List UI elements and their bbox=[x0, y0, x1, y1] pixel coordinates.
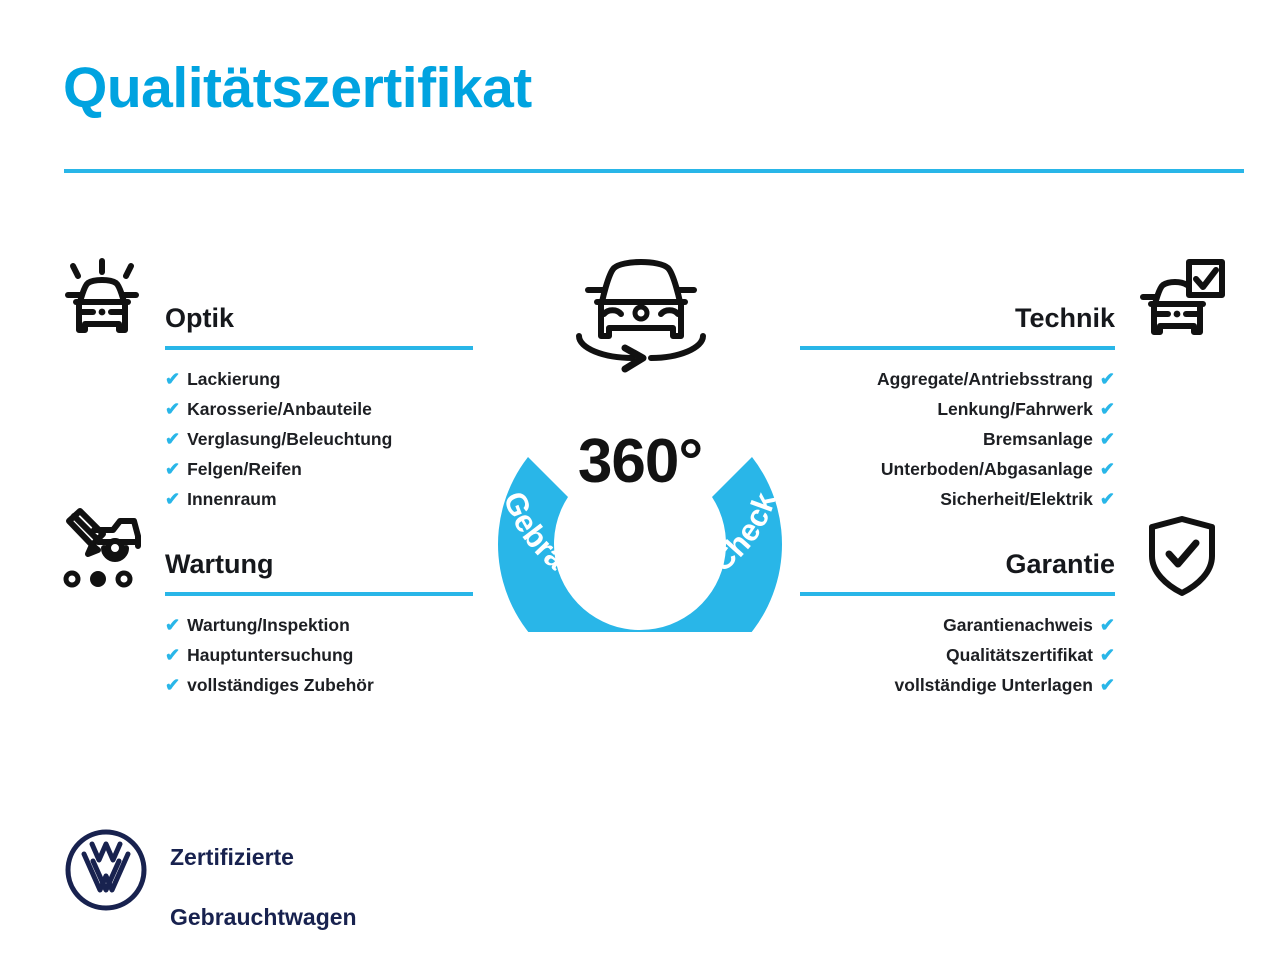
car-pencil-service-icon bbox=[58, 508, 146, 597]
checklist-item: ✔ Hauptuntersuchung bbox=[165, 640, 473, 670]
section-divider-optik bbox=[165, 346, 473, 350]
checklist-technik: Aggregate/Antriebsstrang ✔ Lenkung/Fahrwer… bbox=[800, 364, 1115, 514]
checklist-item-label: Wartung/Inspektion bbox=[187, 615, 350, 635]
checklist-item: ✔ Lackierung bbox=[165, 364, 473, 394]
footer-line-1: Zertifizierte bbox=[170, 844, 294, 870]
checklist-item-label: Hauptuntersuchung bbox=[187, 645, 354, 665]
checklist-item-label: Lackierung bbox=[187, 369, 281, 389]
checklist-wartung: ✔ Wartung/Inspektion ✔ Hauptuntersuchung ✔ vo… bbox=[165, 610, 473, 700]
page-title: Qualitätszertifikat bbox=[63, 56, 532, 120]
section-divider-garantie bbox=[800, 592, 1115, 596]
header-divider bbox=[64, 169, 1244, 173]
checklist-item: Bremsanlage ✔ bbox=[800, 424, 1115, 454]
shield-check-icon bbox=[1145, 514, 1219, 603]
checklist-garantie: Garantienachweis ✔ Qualitätszertifikat ✔ vol… bbox=[800, 610, 1115, 700]
section-header-technik: Technik bbox=[800, 298, 1115, 350]
vw-logo bbox=[64, 828, 148, 917]
section-title-optik: Optik bbox=[165, 303, 235, 333]
checklist-item-label: Felgen/Reifen bbox=[187, 459, 302, 479]
check-icon: ✔ bbox=[1099, 615, 1115, 635]
check-icon: ✔ bbox=[1099, 645, 1115, 665]
check-icon: ✔ bbox=[1099, 675, 1115, 695]
checklist-item-label: Karosserie/Anbauteile bbox=[187, 399, 372, 419]
checklist-item: Unterboden/Abgasanlage ✔ bbox=[800, 454, 1115, 484]
checklist-item-label: Lenkung/Fahrwerk bbox=[937, 399, 1093, 419]
check-icon: ✔ bbox=[165, 489, 181, 509]
section-technik: Technik Aggregate/Antriebsstrang ✔ Lenkung… bbox=[800, 298, 1115, 514]
checklist-item-label: Verglasung/Beleuchtung bbox=[187, 429, 393, 449]
check-icon: ✔ bbox=[165, 369, 181, 389]
checklist-item-label: Unterboden/Abgasanlage bbox=[880, 459, 1093, 479]
check-icon: ✔ bbox=[1099, 429, 1115, 449]
check-icon: ✔ bbox=[1099, 399, 1115, 419]
footer-line-2: Gebrauchtwagen bbox=[170, 904, 357, 930]
section-optik: Optik ✔ Lackierung ✔ Karosserie/Anbauteile ✔… bbox=[165, 298, 473, 514]
section-header-optik: Optik bbox=[165, 298, 473, 350]
checklist-item-label: Qualitätszertifikat bbox=[946, 645, 1093, 665]
checklist-optik: ✔ Lackierung ✔ Karosserie/Anbauteile ✔ Vergla… bbox=[165, 364, 473, 514]
section-title-wartung: Wartung bbox=[165, 549, 274, 579]
car-shine-icon bbox=[58, 258, 146, 351]
badge-ring: Gebrauchtwagen-Check bbox=[497, 457, 783, 687]
section-title-garantie: Garantie bbox=[1005, 549, 1115, 579]
checklist-item: ✔ Innenraum bbox=[165, 484, 473, 514]
section-garantie: Garantie Garantienachweis ✔ Qualitätszerti… bbox=[800, 544, 1115, 700]
check-icon: ✔ bbox=[1099, 459, 1115, 479]
check-icon: ✔ bbox=[165, 615, 181, 635]
footer-brand-lockup: Zertifizierte Gebrauchtwagen bbox=[64, 812, 357, 932]
checklist-item: Lenkung/Fahrwerk ✔ bbox=[800, 394, 1115, 424]
checklist-item: ✔ Wartung/Inspektion bbox=[165, 610, 473, 640]
checklist-item-label: vollständiges Zubehör bbox=[187, 675, 374, 695]
car-rotate-360-icon bbox=[563, 252, 719, 382]
checklist-item-label: vollständige Unterlagen bbox=[894, 675, 1093, 695]
checklist-item: ✔ Karosserie/Anbauteile bbox=[165, 394, 473, 424]
checklist-item: ✔ Verglasung/Beleuchtung bbox=[165, 424, 473, 454]
checklist-item: ✔ Felgen/Reifen bbox=[165, 454, 473, 484]
section-wartung: Wartung ✔ Wartung/Inspektion ✔ Hauptuntersu… bbox=[165, 544, 473, 700]
checklist-item-label: Bremsanlage bbox=[982, 429, 1093, 449]
badge-center-value: 360° bbox=[577, 427, 703, 496]
check-icon: ✔ bbox=[1099, 369, 1115, 389]
section-header-wartung: Wartung bbox=[165, 544, 473, 596]
check-icon: ✔ bbox=[165, 399, 181, 419]
checklist-item: Qualitätszertifikat ✔ bbox=[800, 640, 1115, 670]
checklist-item: ✔ vollständiges Zubehör bbox=[165, 670, 473, 700]
check-icon: ✔ bbox=[165, 645, 181, 665]
checklist-item: vollständige Unterlagen ✔ bbox=[800, 670, 1115, 700]
car-checkbox-icon bbox=[1137, 258, 1225, 351]
checklist-item-label: Sicherheit/Elektrik bbox=[940, 489, 1093, 509]
footer-brand-text: Zertifizierte Gebrauchtwagen bbox=[170, 812, 357, 932]
gebrauchtwagen-check-badge: Gebrauchtwagen-Check 360° bbox=[460, 252, 820, 687]
section-divider-wartung bbox=[165, 592, 473, 596]
checklist-item: Garantienachweis ✔ bbox=[800, 610, 1115, 640]
section-title-technik: Technik bbox=[1014, 303, 1115, 333]
check-icon: ✔ bbox=[1099, 489, 1115, 509]
checklist-item: Sicherheit/Elektrik ✔ bbox=[800, 484, 1115, 514]
checklist-item-label: Innenraum bbox=[187, 489, 277, 509]
checklist-item-label: Aggregate/Antriebsstrang bbox=[877, 369, 1093, 389]
section-divider-technik bbox=[800, 346, 1115, 350]
checklist-item-label: Garantienachweis bbox=[943, 615, 1093, 635]
checklist-item: Aggregate/Antriebsstrang ✔ bbox=[800, 364, 1115, 394]
check-icon: ✔ bbox=[165, 429, 181, 449]
check-icon: ✔ bbox=[165, 675, 181, 695]
check-icon: ✔ bbox=[165, 459, 181, 479]
section-header-garantie: Garantie bbox=[800, 544, 1115, 596]
